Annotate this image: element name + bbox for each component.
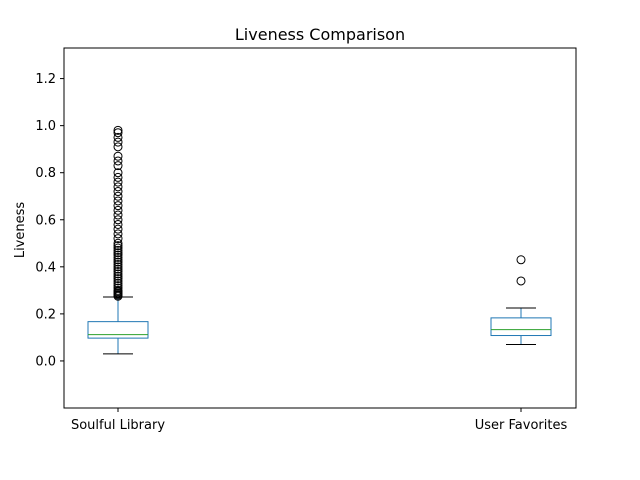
- outlier-point: [113, 271, 123, 281]
- outlier-point: [113, 245, 123, 255]
- outlier-point: [113, 283, 123, 293]
- outlier-point: [113, 156, 123, 166]
- outlier-point: [113, 255, 123, 265]
- outlier-point: [113, 128, 123, 138]
- outlier-point: [113, 191, 123, 201]
- outlier-point: [113, 269, 123, 279]
- outlier-point: [113, 229, 123, 239]
- outlier-point: [113, 241, 123, 251]
- outlier-point: [113, 168, 123, 178]
- outlier-point: [113, 132, 123, 142]
- outlier-point: [113, 276, 123, 286]
- outlier-point: [113, 151, 123, 161]
- outlier-point: [113, 278, 123, 288]
- outlier-point: [113, 177, 123, 187]
- plot-area: 0.0 0.2 0.4 0.6 0.8 1.0 1.2 Soulful Library User…: [35, 72, 567, 433]
- y-tick-label: 0.4: [35, 260, 56, 275]
- y-tick-label: 0.8: [35, 166, 56, 181]
- y-tick-label: 1.0: [35, 119, 56, 134]
- outlier-point: [113, 125, 123, 135]
- outlier-point: [113, 238, 123, 248]
- outlier-point: [113, 252, 123, 262]
- outlier-point: [113, 187, 123, 197]
- y-tick-label: 0.2: [35, 307, 56, 322]
- outlier-point: [113, 215, 123, 225]
- y-tick-label: 1.2: [35, 72, 56, 87]
- outlier-point: [516, 255, 526, 265]
- outlier-point: [113, 210, 123, 220]
- outlier-point: [516, 276, 526, 286]
- outlier-point: [113, 182, 123, 192]
- outlier-point: [113, 267, 123, 277]
- outlier-point: [113, 274, 123, 284]
- outlier-point: [113, 205, 123, 215]
- chart-title: Liveness Comparison: [235, 25, 405, 44]
- outlier-point: [113, 248, 123, 258]
- outlier-point: [113, 219, 123, 229]
- outlier-point: [113, 137, 123, 147]
- outlier-point: [113, 250, 123, 260]
- outlier-point: [113, 264, 123, 274]
- outlier-point: [113, 224, 123, 234]
- y-tick-label: 0.6: [35, 213, 56, 228]
- x-tick-label: Soulful Library: [71, 418, 165, 433]
- outlier-point: [113, 234, 123, 244]
- outlier-point: [113, 201, 123, 211]
- outlier-point: [113, 259, 123, 269]
- y-tick-label: 0.0: [35, 354, 56, 369]
- box-iqr: [87, 321, 149, 339]
- outlier-point: [113, 243, 123, 253]
- outlier-point: [113, 281, 123, 291]
- x-tick-label: User Favorites: [475, 418, 568, 433]
- outlier-point: [113, 142, 123, 152]
- y-axis-label: Liveness: [13, 202, 28, 259]
- outlier-point: [113, 161, 123, 171]
- box-iqr: [490, 317, 552, 337]
- outlier-point: [113, 262, 123, 272]
- outlier-point: [113, 257, 123, 267]
- outlier-point: [113, 196, 123, 206]
- outlier-point: [113, 285, 123, 295]
- axes-frame: [63, 47, 577, 409]
- outlier-point: [113, 172, 123, 182]
